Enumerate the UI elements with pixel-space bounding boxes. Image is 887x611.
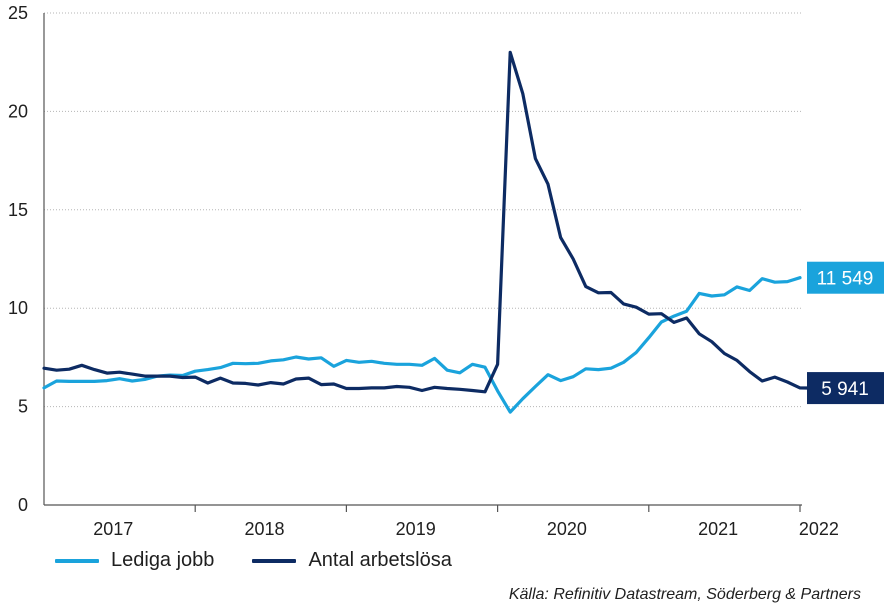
y-tick-label-5: 5 — [18, 397, 28, 417]
line-chart: 0 5 10 15 20 25 2017 2018 2019 2020 2021 2022 11 5… — [8, 3, 884, 539]
axes — [43, 13, 802, 506]
x-axis-ticks: 2017 2018 2019 2020 2021 2022 — [93, 505, 839, 539]
series-line-1 — [42, 50, 815, 394]
end-value-badges: 11 549 5 941 — [807, 261, 884, 405]
x-tick-label-2021: 2021 — [698, 519, 738, 539]
gridlines — [44, 12, 802, 408]
source-note: Källa: Refinitiv Datastream, Söderberg &… — [508, 586, 861, 603]
x-tick-label-2019: 2019 — [396, 519, 436, 539]
legend-swatch-lediga-jobb — [55, 558, 99, 563]
x-tick-label-2017: 2017 — [93, 519, 133, 539]
legend-label-antal-arbetslosa: Antal arbetslösa — [308, 549, 452, 571]
y-axis-ticks: 0 5 10 15 20 25 — [8, 3, 28, 515]
legend: Lediga jobb Antal arbetslösa — [55, 549, 452, 572]
end-badge-bg-0 — [807, 261, 884, 294]
x-tick-label-2020: 2020 — [547, 519, 587, 539]
end-badge-label-1: 5 941 — [821, 379, 869, 400]
series-lines — [42, 50, 815, 414]
x-tick-label-2022: 2022 — [799, 519, 839, 539]
legend-label-lediga-jobb: Lediga jobb — [111, 549, 215, 571]
legend-swatch-antal-arbetslosa — [252, 558, 297, 563]
y-tick-label-0: 0 — [18, 495, 28, 515]
end-badge-label-0: 11 549 — [817, 269, 874, 290]
y-tick-label-25: 25 — [8, 3, 28, 23]
legend-item-antal-arbetslosa: Antal arbetslösa — [252, 549, 452, 572]
y-tick-label-10: 10 — [8, 298, 28, 318]
end-badge-1: 5 941 — [807, 372, 884, 405]
end-badge-0: 11 549 — [807, 261, 884, 294]
end-badge-bg-1 — [807, 372, 884, 405]
y-tick-label-15: 15 — [8, 200, 28, 220]
x-tick-label-2018: 2018 — [244, 519, 284, 539]
legend-item-lediga-jobb: Lediga jobb — [55, 549, 214, 572]
y-tick-label-20: 20 — [8, 101, 28, 121]
